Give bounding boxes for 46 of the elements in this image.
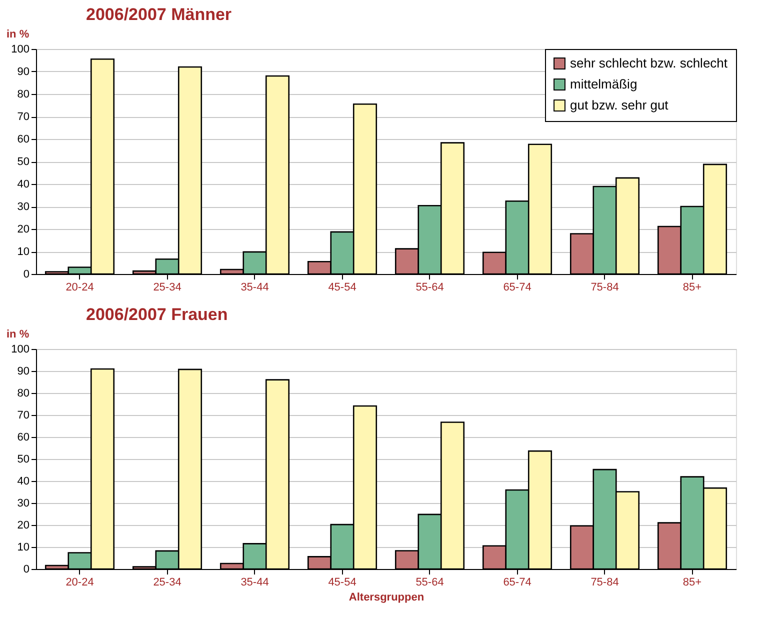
legend-label: sehr schlecht bzw. schlecht [570, 56, 728, 70]
chart-title: 2006/2007 Männer [86, 5, 232, 24]
x-axis-title: Altersgruppen [348, 592, 424, 604]
y-tick-label: 20 [17, 520, 30, 532]
x-tick-label: 45-54 [328, 282, 356, 294]
x-tick-label: 35-44 [240, 282, 269, 294]
x-tick-label: 75-84 [590, 576, 619, 588]
y-tick-label: 80 [17, 388, 30, 400]
y-tick-label: 100 [11, 44, 30, 56]
y-tick-label: 50 [17, 454, 30, 466]
y-tick-label: 40 [17, 178, 30, 190]
y-tick-label: 10 [17, 246, 30, 258]
y-tick-label: 30 [17, 201, 30, 213]
x-tick-label: 65-74 [503, 576, 532, 588]
x-tick-label: 20-24 [66, 282, 94, 294]
y-tick-label: 0 [23, 268, 30, 280]
y-tick-label: 20 [17, 224, 30, 236]
y-tick-label: 10 [17, 542, 30, 554]
x-tick-label: 25-34 [153, 282, 182, 294]
y-tick-label: 80 [17, 88, 30, 100]
x-tick-label: 20-24 [66, 576, 94, 588]
y-tick-label: 50 [17, 156, 30, 168]
x-tick-label: 55-64 [416, 576, 444, 588]
y-axis-title: in % [6, 328, 30, 340]
y-tick-label: 60 [17, 432, 30, 444]
x-tick-label: 45-54 [328, 576, 356, 588]
y-tick-label: 40 [17, 476, 30, 488]
y-tick-label: 70 [17, 410, 30, 422]
y-tick-label: 0 [23, 564, 30, 576]
y-axis-title: in % [6, 28, 30, 40]
x-tick-label: 75-84 [590, 282, 619, 294]
y-tick-label: 60 [17, 134, 30, 146]
x-tick-label: 85+ [682, 282, 702, 294]
x-tick-label: 25-34 [153, 576, 182, 588]
x-tick-label: 65-74 [503, 282, 532, 294]
x-tick-label: 35-44 [240, 576, 269, 588]
y-tick-label: 70 [17, 111, 30, 123]
y-tick-label: 90 [17, 66, 30, 78]
y-tick-label: 30 [17, 498, 30, 510]
y-tick-label: 100 [11, 344, 30, 356]
legend-label: mittelmäßig [570, 76, 638, 92]
legend-label: gut bzw. sehr gut [570, 98, 669, 112]
x-tick-label: 85+ [682, 576, 702, 588]
x-tick-label: 55-64 [416, 282, 444, 294]
chart-title: 2006/2007 Frauen [86, 305, 228, 324]
y-tick-label: 90 [17, 366, 30, 378]
